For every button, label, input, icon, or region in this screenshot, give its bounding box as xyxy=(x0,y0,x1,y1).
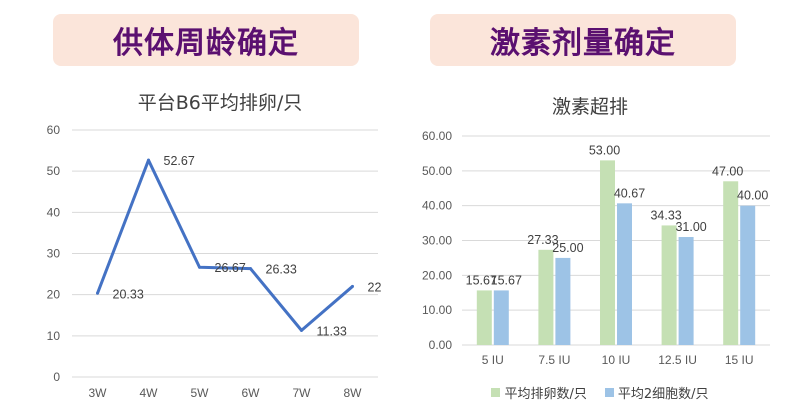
bar-x-tick-label: 15 IU xyxy=(725,353,754,367)
bar-x-tick-label: 5 IU xyxy=(482,353,504,367)
bar xyxy=(740,205,756,345)
line-y-tick-label: 20 xyxy=(47,288,61,302)
line-data-label: 26.67 xyxy=(215,261,246,275)
line-point xyxy=(300,328,303,332)
line-x-tick-label: 8W xyxy=(344,386,363,400)
line-data-label: 52.67 xyxy=(164,154,195,168)
line-data-label: 22 xyxy=(368,280,382,294)
banner-hormone-dose: 激素剂量确定 xyxy=(430,14,736,66)
bar-x-tick-label: 12.5 IU xyxy=(658,353,697,367)
bar xyxy=(493,290,509,345)
line-x-tick-label: 4W xyxy=(140,386,159,400)
bar-y-tick-label: 50.00 xyxy=(422,164,452,178)
line-x-tick-label: 3W xyxy=(89,386,108,400)
legend-label-two-cell: 平均2细胞数/只 xyxy=(617,387,709,402)
line-y-tick-label: 0 xyxy=(53,370,60,384)
bar-data-label: 40.00 xyxy=(737,189,768,203)
bar xyxy=(661,225,677,345)
bar xyxy=(538,249,554,345)
line-y-tick-label: 60 xyxy=(47,123,61,137)
bar-x-tick-label: 10 IU xyxy=(602,353,631,367)
legend-item-ovulation: 平均排卵数/只 xyxy=(491,383,587,402)
bar-data-label: 34.33 xyxy=(650,208,681,222)
bar-y-tick-label: 20.00 xyxy=(422,268,452,282)
bar xyxy=(723,181,739,345)
legend-swatch-two-cell xyxy=(604,388,614,397)
bar-data-label: 15.67 xyxy=(466,273,497,287)
legend-swatch-ovulation xyxy=(491,388,501,397)
bar xyxy=(476,290,492,345)
bar xyxy=(600,160,615,345)
banner-donor-age: 供体周龄确定 xyxy=(53,14,359,66)
line-point xyxy=(96,291,99,295)
bar-data-label: 47.00 xyxy=(712,164,743,178)
bar-y-tick-label: 30.00 xyxy=(422,234,452,248)
bar xyxy=(617,203,632,345)
legend-item-two-cell: 平均2细胞数/只 xyxy=(604,383,709,402)
bar-data-label: 27.33 xyxy=(527,233,558,247)
bar-y-tick-label: 60.00 xyxy=(422,129,452,143)
line-point xyxy=(147,158,150,162)
bar xyxy=(678,237,694,345)
line-y-tick-label: 40 xyxy=(47,205,61,219)
line-point xyxy=(249,267,252,271)
bar xyxy=(555,257,571,345)
bar-y-tick-label: 0.00 xyxy=(429,338,453,352)
line-x-tick-label: 5W xyxy=(191,386,210,400)
bar-data-label: 53.00 xyxy=(589,143,620,157)
bar-data-label: 40.67 xyxy=(614,186,645,200)
bar-data-label: 31.00 xyxy=(675,220,706,234)
bar-y-tick-label: 10.00 xyxy=(422,303,452,317)
line-y-tick-label: 10 xyxy=(47,329,61,343)
line-data-label: 20.33 xyxy=(113,287,144,301)
bar-data-label: 25.00 xyxy=(552,241,583,255)
line-x-tick-label: 6W xyxy=(242,386,261,400)
bar-x-tick-label: 7.5 IU xyxy=(538,353,570,367)
bar-chart-title: 激素超排 xyxy=(551,96,628,118)
bar-y-tick-label: 40.00 xyxy=(422,199,452,213)
line-series xyxy=(96,158,354,332)
bar-chart-legend: 平均排卵数/只 平均2细胞数/只 xyxy=(450,383,750,402)
line-x-tick-label: 7W xyxy=(293,386,312,400)
line-chart-title: 平台B6平均排卵/只 xyxy=(137,92,303,114)
line-data-label: 26.33 xyxy=(266,263,297,277)
line-point xyxy=(198,265,201,269)
bar-data-label: 15.67 xyxy=(491,273,522,287)
line-y-tick-label: 50 xyxy=(47,164,61,178)
line-y-tick-label: 30 xyxy=(47,247,61,261)
legend-label-ovulation: 平均排卵数/只 xyxy=(504,387,587,402)
line-point xyxy=(351,284,354,288)
line-data-label: 11.33 xyxy=(317,324,347,338)
